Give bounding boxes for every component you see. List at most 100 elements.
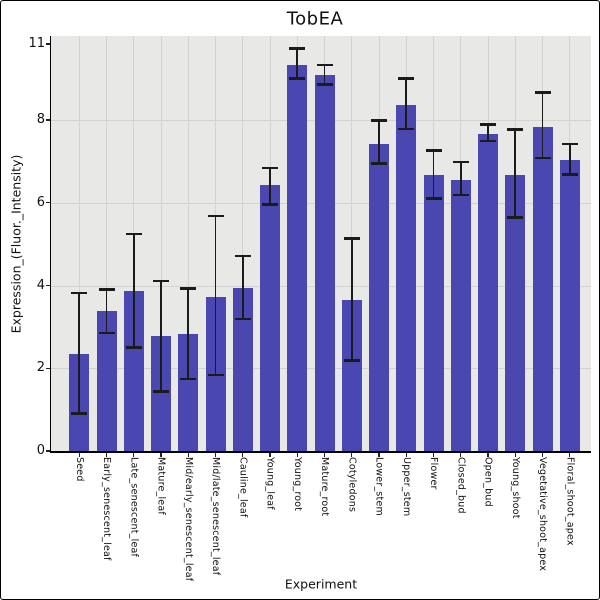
x-tick-label: Early_senescent_leaf xyxy=(101,457,113,561)
error-bar-cap-top xyxy=(180,287,197,290)
x-tick-label: Mature_leaf xyxy=(155,457,167,515)
error-bar-cap-top xyxy=(234,254,251,258)
error-bar-cap-top xyxy=(153,279,170,283)
x-tick-label: Cauline_leaf xyxy=(237,457,249,518)
error-bar-cap-bottom xyxy=(398,127,415,131)
bar xyxy=(151,335,172,451)
bar xyxy=(287,64,308,451)
bar xyxy=(232,287,253,451)
x-tick-label: Mid/early_senescent_leaf xyxy=(182,457,194,582)
error-bar-cap-top xyxy=(398,77,415,80)
error-bar-cap-bottom xyxy=(125,346,142,349)
x-tick xyxy=(514,452,516,457)
error-bar-line xyxy=(514,129,517,218)
x-tick-label: Cotyledons xyxy=(346,457,358,513)
error-bar-cap-top xyxy=(452,160,469,164)
x-tick xyxy=(378,452,380,457)
x-axis-label: Experiment xyxy=(284,576,358,592)
error-bar-cap-top xyxy=(534,91,551,95)
error-bar-line xyxy=(350,238,353,361)
bar xyxy=(450,179,471,451)
error-bar-line xyxy=(105,289,108,334)
y-tick xyxy=(45,367,50,369)
error-bar-line xyxy=(459,161,462,196)
error-bar-line xyxy=(378,120,380,164)
x-tick xyxy=(160,452,162,457)
y-tick-label: 8 xyxy=(36,112,45,127)
x-tick-label: Floral_shoot_apex xyxy=(564,457,576,546)
bar xyxy=(505,175,526,451)
x-tick xyxy=(133,452,135,457)
error-bar-cap-bottom xyxy=(180,377,197,381)
bar xyxy=(123,290,144,451)
y-tick xyxy=(45,284,50,287)
error-bar-line xyxy=(132,233,135,348)
error-bar-cap-bottom xyxy=(452,193,469,197)
x-tick xyxy=(432,452,435,457)
plot-area xyxy=(51,36,591,452)
y-tick-label: 4 xyxy=(36,277,45,293)
x-tick xyxy=(105,452,108,457)
error-bar-line xyxy=(323,64,326,85)
bar xyxy=(532,126,553,451)
x-tick xyxy=(323,452,326,457)
error-bar-cap-bottom xyxy=(153,390,170,394)
x-tick-label: Late_senescent_leaf xyxy=(128,457,140,558)
bar xyxy=(96,311,117,451)
error-bar-line xyxy=(160,280,162,392)
x-tick-label: Young_root xyxy=(291,457,303,512)
x-tick xyxy=(405,452,407,457)
error-bar-cap-bottom xyxy=(262,203,279,206)
y-axis-label: Expression_(Fluor._Intensity) xyxy=(8,154,24,334)
error-bar-cap-top xyxy=(507,128,524,131)
error-bar-cap-bottom xyxy=(316,83,333,87)
error-bar-cap-top xyxy=(125,232,142,236)
error-bar-line xyxy=(487,124,489,142)
error-bar-cap-bottom xyxy=(289,77,306,80)
x-tick-label: Mid/late_senescent_leaf xyxy=(210,457,222,576)
error-bar-cap-bottom xyxy=(371,162,388,165)
error-bar-cap-top xyxy=(316,63,333,67)
v-gridline xyxy=(78,36,80,452)
error-bar-line xyxy=(214,215,217,376)
x-tick-label: Open_bud xyxy=(482,457,494,507)
error-bar-cap-top xyxy=(207,214,224,218)
error-bar-cap-bottom xyxy=(98,331,115,335)
x-tick-label: Closed_bud xyxy=(455,457,467,514)
x-tick-label: Upper_stem xyxy=(400,457,412,517)
chart-title: TobEA xyxy=(286,8,344,30)
x-tick-label: Seed xyxy=(73,457,85,482)
x-axis-line xyxy=(49,451,591,453)
y-tick-label: 11 xyxy=(28,36,45,51)
error-bar-line xyxy=(541,92,544,159)
x-tick xyxy=(214,452,217,457)
error-bar-cap-top xyxy=(289,47,306,50)
error-bar-cap-top xyxy=(343,237,360,240)
error-bar-cap-top xyxy=(262,166,279,170)
error-bar-cap-top xyxy=(371,119,388,122)
x-tick-label: Mature_root xyxy=(319,457,331,517)
error-bar-line xyxy=(405,78,408,130)
bar xyxy=(396,105,417,451)
error-bar-cap-bottom xyxy=(425,197,442,200)
bar xyxy=(260,184,281,451)
y-tick-label: 0 xyxy=(36,443,45,458)
bar xyxy=(178,334,199,451)
error-bar-cap-bottom xyxy=(507,216,524,219)
error-bar-cap-bottom xyxy=(343,359,360,362)
v-gridline xyxy=(187,36,189,452)
v-gridline xyxy=(242,36,244,452)
y-tick-label: 2 xyxy=(36,360,45,376)
error-bar-line xyxy=(296,48,299,79)
error-bar-cap-bottom xyxy=(561,173,578,176)
bar xyxy=(559,160,580,451)
error-bar-cap-top xyxy=(71,291,88,295)
error-bar-cap-bottom xyxy=(207,373,224,377)
x-tick xyxy=(296,452,298,457)
x-tick xyxy=(541,452,544,457)
y-tick xyxy=(45,119,50,121)
v-gridline xyxy=(160,36,162,452)
error-bar-line xyxy=(432,150,435,199)
bar xyxy=(314,75,335,451)
